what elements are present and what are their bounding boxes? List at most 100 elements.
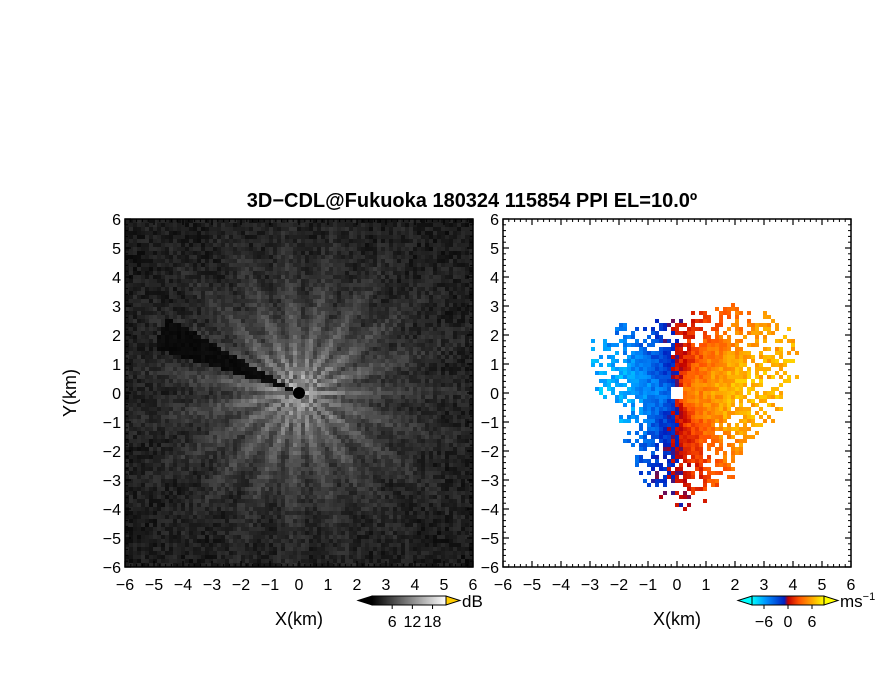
intensity-cell [357,291,361,295]
intensity-cell [449,359,453,363]
intensity-cell [305,367,309,371]
intensity-cell [413,407,417,411]
intensity-cell [349,363,353,367]
intensity-cell [241,227,245,231]
intensity-cell [237,367,241,371]
intensity-cell [429,423,433,427]
intensity-cell [409,283,413,287]
intensity-cell [385,419,389,423]
intensity-cell [161,363,165,367]
intensity-cell [445,315,449,319]
intensity-cell [217,307,221,311]
intensity-cell [213,331,217,335]
intensity-cell [273,291,277,295]
intensity-cell [337,375,341,379]
intensity-cell [313,355,317,359]
intensity-cell [425,383,429,387]
intensity-cell [341,407,345,411]
intensity-cell [249,347,253,351]
intensity-cell [337,219,341,223]
intensity-cell [317,335,321,339]
intensity-cell [265,407,269,411]
intensity-cell [377,375,381,379]
intensity-cell [269,275,273,279]
intensity-cell [357,443,361,447]
intensity-cell [377,319,381,323]
intensity-cell [193,375,197,379]
intensity-cell [429,359,433,363]
intensity-cell [385,235,389,239]
intensity-cell [369,323,373,327]
intensity-cell [297,407,301,411]
intensity-cell [289,347,293,351]
intensity-cell [389,267,393,271]
intensity-cell [229,399,233,403]
intensity-cell [381,315,385,319]
intensity-cell [353,319,357,323]
intensity-cell [165,243,169,247]
intensity-cell [445,371,449,375]
intensity-cell [313,267,317,271]
intensity-cell [289,423,293,427]
intensity-cell [321,291,325,295]
intensity-cell [257,223,261,227]
intensity-cell [301,355,305,359]
intensity-cell [177,279,181,283]
intensity-cell [433,423,437,427]
intensity-cell [141,271,145,275]
intensity-cell [257,311,261,315]
intensity-cell [149,391,153,395]
intensity-cell [361,295,365,299]
intensity-cell [397,423,401,427]
intensity-cell [345,251,349,255]
intensity-cell [293,343,297,347]
intensity-cell [169,323,173,327]
intensity-cell [169,291,173,295]
intensity-cell [433,319,437,323]
intensity-cell [129,367,133,371]
intensity-cell [189,311,193,315]
intensity-cell [321,439,325,443]
intensity-cell [177,315,181,319]
intensity-cell [285,335,289,339]
intensity-cell [397,435,401,439]
intensity-cell [281,299,285,303]
intensity-cell [213,287,217,291]
intensity-cell [421,299,425,303]
intensity-cell [337,431,341,435]
intensity-cell [413,339,417,343]
intensity-cell [193,235,197,239]
intensity-cell [353,227,357,231]
intensity-cell [257,383,261,387]
intensity-cell [289,227,293,231]
intensity-cell [449,235,453,239]
intensity-cell [429,303,433,307]
intensity-cell [365,223,369,227]
intensity-cell [369,307,373,311]
intensity-cell [433,391,437,395]
intensity-cell [157,267,161,271]
intensity-cell [189,387,193,391]
intensity-cell [321,319,325,323]
intensity-cell [429,287,433,291]
intensity-cell [445,439,449,443]
intensity-cell [341,339,345,343]
intensity-cell [289,271,293,275]
intensity-cell [365,219,369,223]
intensity-cell [317,439,321,443]
intensity-cell [345,379,349,383]
intensity-cell [125,411,129,415]
intensity-cell [173,279,177,283]
intensity-cell [453,247,457,251]
intensity-cell [297,239,301,243]
intensity-cell [153,307,157,311]
intensity-cell [421,423,425,427]
intensity-cell [393,275,397,279]
intensity-cell [141,291,145,295]
intensity-cell [457,259,461,263]
intensity-cell [181,391,185,395]
intensity-cell [269,243,273,247]
intensity-cell [281,295,285,299]
intensity-cell [229,271,233,275]
intensity-cell [425,419,429,423]
